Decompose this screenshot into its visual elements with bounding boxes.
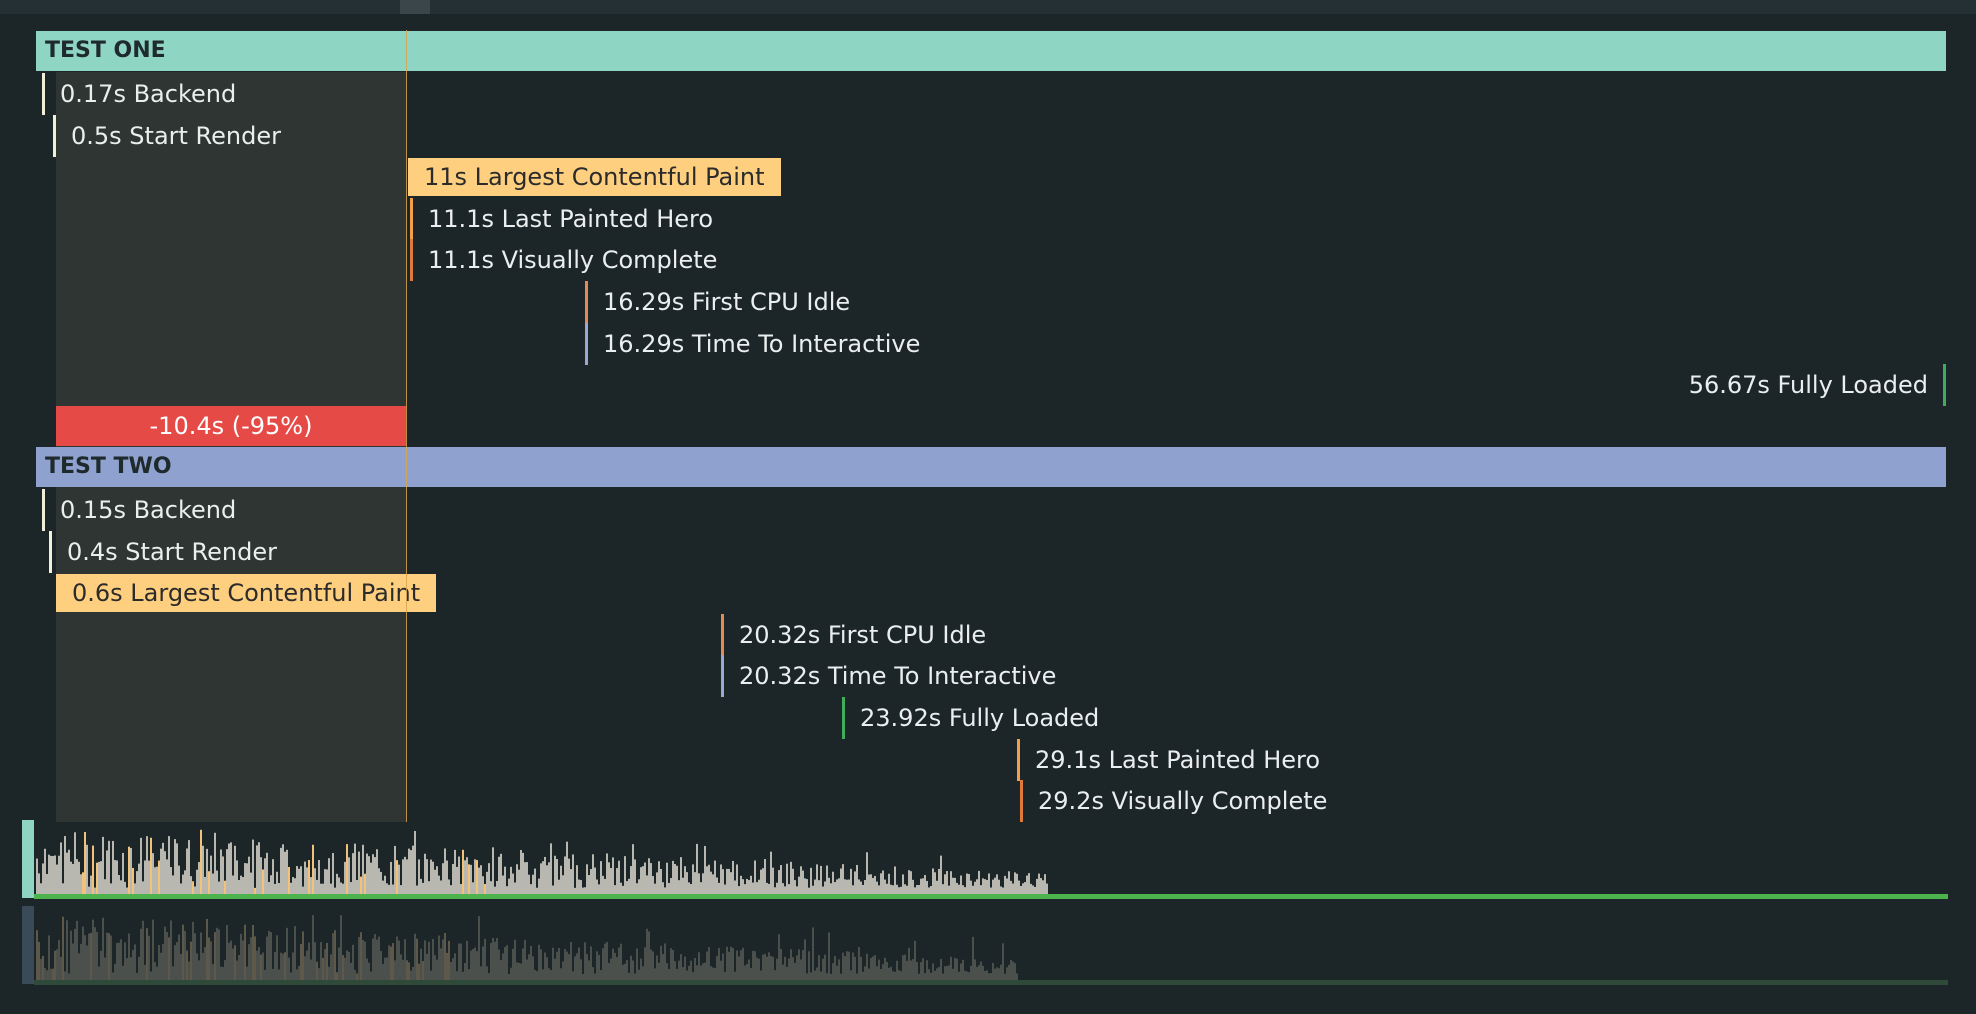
- test-one-marker-label: 11.1s Visually Complete: [428, 246, 718, 274]
- test-two-marker-label: 29.2s Visually Complete: [1038, 787, 1328, 815]
- test-one-marker-tick: [1943, 364, 1946, 406]
- test-two-marker-tick: [49, 531, 52, 573]
- test-one-marker-tick: [410, 239, 413, 281]
- test-one-marker-tick: [42, 73, 45, 115]
- test-one-marker-tick: [53, 115, 56, 157]
- scroll-thumb[interactable]: [400, 0, 430, 14]
- spark2-left-marker: [22, 906, 34, 984]
- spark1-left-marker: [22, 820, 34, 898]
- test-one-marker-label: 0.17s Backend: [60, 80, 237, 108]
- test-one-marker-label: 11.1s Last Painted Hero: [428, 205, 714, 233]
- difference-badge: -10.4s (-95%): [56, 406, 406, 446]
- spark1-bars: [36, 829, 1048, 894]
- test-one-activity-graph: [22, 820, 1948, 899]
- test-two-marker-label: 0.4s Start Render: [67, 538, 277, 566]
- test-two-marker-label: 0.15s Backend: [60, 496, 237, 524]
- test-two-marker-tick: [721, 655, 724, 697]
- test-two-marker-tick: [42, 489, 45, 531]
- spark2-baseline: [34, 980, 1948, 985]
- test-two-header: TEST TWO: [36, 447, 1946, 487]
- test-two-marker-tick: [842, 697, 845, 739]
- test-one-marker-label: 16.29s First CPU Idle: [603, 288, 851, 316]
- test-two-marker-tick: [1017, 739, 1020, 781]
- spark2-bars: [36, 915, 1018, 980]
- test-two-marker-label: 23.92s Fully Loaded: [860, 704, 1100, 732]
- test-two-activity-graph: [22, 906, 1948, 985]
- test-one-marker-label: 56.67s Fully Loaded: [1688, 371, 1928, 399]
- test-two-marker-tick: [1020, 780, 1023, 822]
- test-two-marker-label: 20.32s Time To Interactive: [739, 662, 1057, 690]
- spark1-baseline: [34, 894, 1948, 899]
- test-two-marker-tick: [721, 614, 724, 656]
- test-one-marker-tick: [410, 198, 413, 240]
- test-one-marker-label: 11s Largest Contentful Paint: [408, 158, 781, 196]
- test-two-marker-label: 0.6s Largest Contentful Paint: [56, 574, 437, 612]
- test-one-marker-label: 0.5s Start Render: [71, 122, 281, 150]
- test-one-marker-tick: [585, 281, 588, 323]
- test-two-marker-label: 20.32s First CPU Idle: [739, 621, 987, 649]
- test-one-marker-label: 16.29s Time To Interactive: [603, 330, 921, 358]
- test-one-marker-tick: [585, 323, 588, 365]
- lcp-guide-line: [406, 30, 407, 822]
- test-one-header: TEST ONE: [36, 31, 1946, 71]
- test-two-title: TEST TWO: [45, 454, 172, 479]
- test-two-marker-label: 29.1s Last Painted Hero: [1035, 746, 1321, 774]
- test-one-title: TEST ONE: [45, 38, 166, 63]
- top-scroll-track[interactable]: [0, 0, 1976, 14]
